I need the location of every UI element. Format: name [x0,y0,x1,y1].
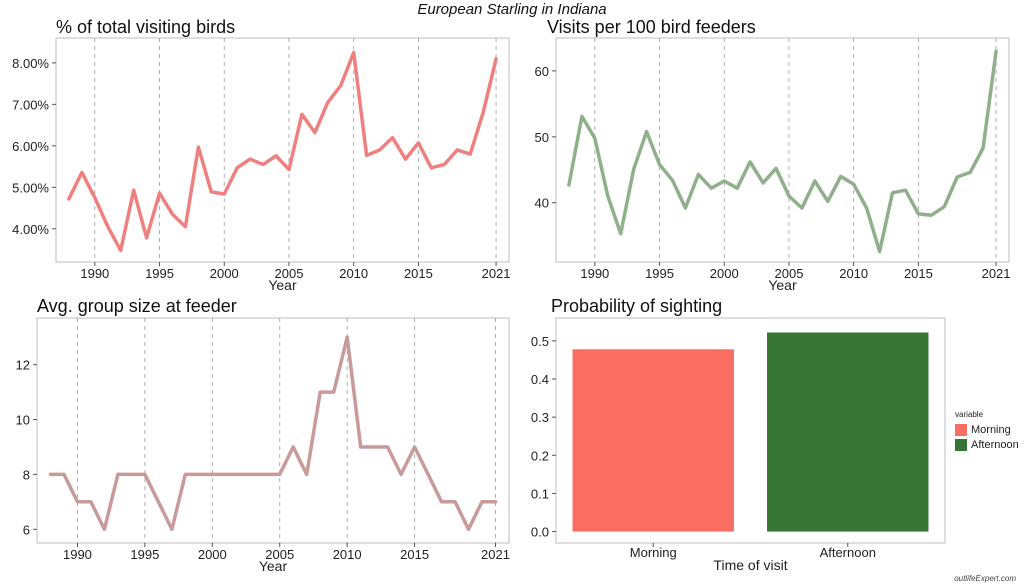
bar-afternoon [767,332,929,532]
x-tick-label: 2021 [481,547,510,562]
x-axis-label: Year [259,558,288,574]
x-tick-label: 2000 [210,266,239,281]
x-tick-label: 2005 [275,266,304,281]
x-tick-label: 1995 [645,266,674,281]
panel-title-percent: % of total visiting birds [56,17,236,37]
y-tick-label: 6 [23,522,30,537]
y-tick-label: 6.00% [12,139,49,154]
y-tick-label: 8 [23,467,30,482]
figure-title: European Starling in Indiana [417,1,607,18]
x-tick-label: 2005 [265,547,294,562]
x-axis-label: Time of visit [713,557,787,573]
legend-item-morning: Morning [955,422,1019,437]
x-tick-label: 2010 [333,547,362,562]
legend-item-afternoon: Afternoon [955,437,1019,452]
y-tick-label: 0.5 [531,334,549,349]
y-tick-label: 40 [535,196,549,211]
series-line [567,49,998,254]
y-tick-label: 60 [535,64,549,79]
plot-frame [555,37,1010,263]
panel-title-visits: Visits per 100 bird feeders [547,17,756,37]
plot-frame [555,317,946,544]
bar-morning [572,349,734,532]
y-tick-label: 0.4 [531,372,549,387]
y-tick-label: 5.00% [12,180,49,195]
x-tick-label: 2015 [404,266,433,281]
y-tick-label: 0.0 [531,525,549,540]
y-tick-label: 12 [16,358,30,373]
x-axis-label: Year [268,277,297,293]
panel-title-group-size: Avg. group size at feeder [37,296,237,316]
y-tick-label: 0.3 [531,410,549,425]
plot-frame [36,317,510,544]
y-tick-label: 10 [16,413,30,428]
x-axis-label: Year [768,277,797,293]
legend-label-afternoon: Afternoon [971,438,1019,451]
legend-swatch-afternoon [955,438,967,451]
legend-title: variable [955,410,984,419]
y-tick-label: 4.00% [12,222,49,237]
x-tick-label: 2010 [839,266,868,281]
x-tick-label: 2010 [339,266,368,281]
x-tick-label: 1990 [63,547,92,562]
x-tick-label: 1990 [580,266,609,281]
x-tick-label: 2000 [198,547,227,562]
y-tick-label: 0.1 [531,486,549,501]
x-tick-label: Morning [630,545,677,560]
panel-title-probability: Probability of sighting [551,296,723,316]
watermark: outlifeExpert.com [954,574,1016,583]
x-tick-label: Afternoon [820,545,876,560]
legend-label-morning: Morning [971,423,1011,436]
x-tick-label: 2015 [400,547,429,562]
x-tick-label: 1995 [130,547,159,562]
series-line [48,335,498,532]
x-tick-label: 2000 [710,266,739,281]
x-tick-label: 2005 [775,266,804,281]
x-tick-label: 1990 [80,266,109,281]
y-tick-label: 8.00% [12,56,49,71]
x-tick-label: 2015 [904,266,933,281]
series-line [67,50,498,253]
y-tick-label: 0.2 [531,448,549,463]
y-tick-label: 7.00% [12,97,49,112]
x-tick-label: 2021 [482,266,511,281]
x-tick-label: 1995 [145,266,174,281]
y-tick-label: 50 [535,130,549,145]
legend: variable Morning Afternoon [955,410,1019,452]
plot-frame [55,37,510,263]
legend-swatch-morning [955,423,967,436]
x-tick-label: 2021 [982,266,1011,281]
